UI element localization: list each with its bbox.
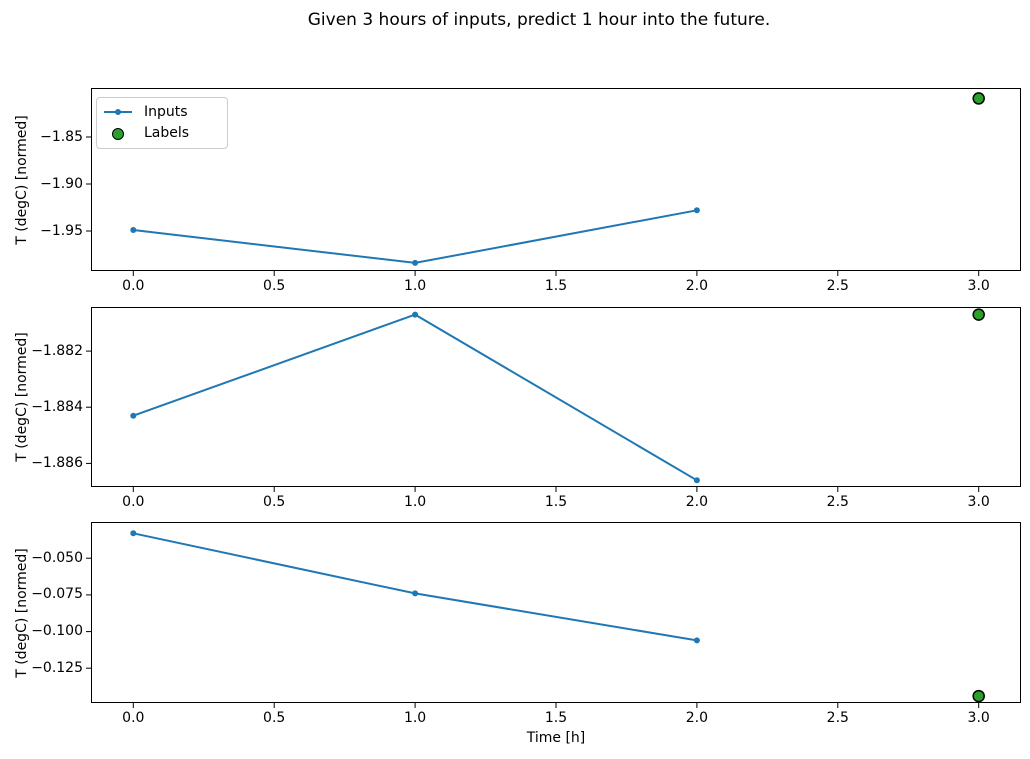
subplot-2: T (degC) [normed] 0.0 0.5 1.0 1.5 2.0 2.5 3.0−… [14,307,1021,510]
inputs-marker [412,311,419,318]
y-tick-label: −1.90 [40,175,83,192]
x-tick-label: 0.0 [122,710,145,726]
y-tick-label: −0.100 [31,623,83,640]
inputs-marker [693,637,700,644]
x-tick-label: 2.5 [826,494,849,510]
legend-dot-sample [115,109,121,116]
x-tick-label: 1.0 [403,278,427,294]
legend-item-labels: Labels [104,126,227,141]
subplot-1: T (degC) [normed] Inputs Labels 0.0 0.5 1.… [14,88,1021,294]
y-tick-label: −0.125 [31,659,83,676]
x-tick-label: 0.5 [263,278,286,294]
plot-area [86,88,1021,276]
x-tick-label: 2.5 [826,278,849,294]
x-tick-label: 1.5 [544,494,568,510]
x-tick-label: 0.5 [263,710,286,726]
inputs-line [133,532,698,642]
x-tick-label: 1.0 [403,710,427,726]
legend-label-inputs: Inputs [144,103,188,120]
inputs-marker [130,227,137,233]
x-tick-label: 2.5 [826,710,849,726]
inputs-marker [130,412,137,419]
figure-title: Given 3 hours of inputs, predict 1 hour … [307,10,771,30]
y-tick-label: −1.886 [31,454,83,471]
legend-label-labels: Labels [144,125,190,142]
inputs-line [133,209,698,264]
x-tick-label: 1.5 [544,710,568,726]
plot-area [86,307,1021,492]
y-tick-label: −1.85 [40,128,83,145]
legend-item-inputs: Inputs [104,103,227,120]
x-tick-label: 1.5 [544,278,568,294]
y-tick-label: −0.075 [31,586,83,603]
plot-frame [91,88,1021,271]
y-tick-label: −1.882 [31,342,83,359]
labels-circle-icon [104,127,132,141]
inputs-marker [130,530,137,537]
inputs-marker [693,477,700,484]
x-tick-label: 3.0 [967,710,990,726]
inputs-line-icon [104,105,132,119]
x-tick-label: 1.0 [403,494,427,510]
x-tick-label: 2.0 [685,710,709,726]
legend: Inputs Labels [96,97,228,149]
inputs-line [132,313,698,482]
inputs-marker [412,590,419,597]
y-tick-label: −0.050 [31,549,83,566]
x-tick-label: 0.5 [263,494,286,510]
y-tick-label: −1.95 [40,222,83,239]
subplot-3: T (degC) [normed] 0.0 0.5 1.0 1.5 2.0 2.5 3.0 −… [14,522,1021,726]
x-tick-label: 0.0 [122,278,145,294]
plot-frame [91,307,1021,487]
labels-marker [972,689,985,703]
labels-marker [972,308,985,321]
inputs-marker [693,207,700,214]
x-tick-label: 2.0 [685,494,709,510]
x-tick-label: 0.0 [122,494,145,510]
legend-circle-sample [112,127,124,140]
y-tick-label: −1.884 [31,398,83,415]
x-tick-label: 2.0 [685,278,709,294]
x-tick-label: 3.0 [967,278,990,294]
y-axis-label: T (degC) [normed] [14,547,30,678]
plot-area [86,522,1021,708]
inputs-marker [412,259,419,266]
x-tick-label: 3.0 [967,494,990,510]
labels-marker [972,92,985,105]
x-axis-label: Time [h] [526,730,586,746]
plot-frame [91,522,1021,703]
